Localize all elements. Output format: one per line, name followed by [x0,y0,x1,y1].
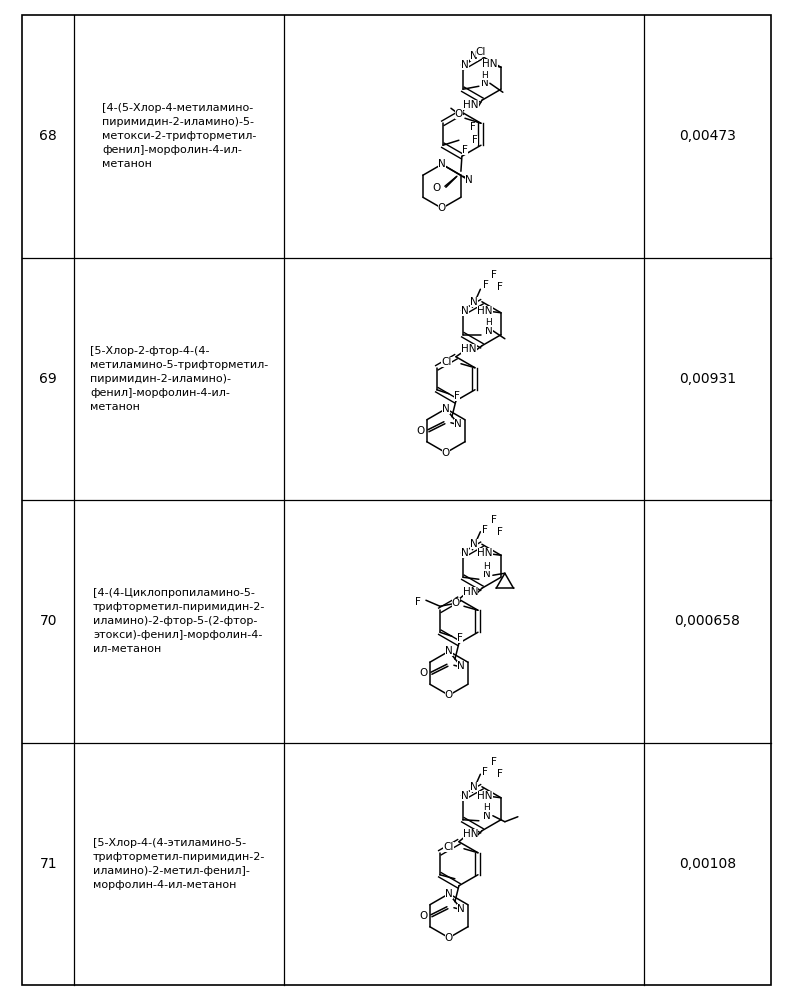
Text: 68: 68 [40,129,57,143]
Text: N: N [470,782,478,792]
Text: N: N [483,811,491,821]
Text: 0,00108: 0,00108 [679,857,736,871]
Text: N: N [457,661,465,671]
Text: O: O [419,911,428,921]
Text: O: O [438,203,446,213]
Text: F: F [454,391,460,401]
Text: O: O [452,598,460,608]
Text: Cl: Cl [442,357,452,367]
Text: N: N [483,569,491,579]
Text: N: N [470,51,478,61]
Text: 0,00473: 0,00473 [679,129,736,143]
Text: HN: HN [482,59,498,69]
Text: F: F [497,769,504,779]
Text: [4-(5-Хлор-4-метиламино-
пиримидин-2-иламино)-5-
метокси-2-трифторметил-
фенил]-: [4-(5-Хлор-4-метиламино- пиримидин-2-ила… [102,103,256,169]
Text: F: F [482,525,488,535]
Text: F: F [472,135,478,145]
Text: 0,000658: 0,000658 [674,614,741,628]
Text: 69: 69 [40,372,57,386]
Text: F: F [497,282,504,292]
Text: O: O [419,668,428,678]
Text: H: H [484,562,490,571]
Text: N: N [442,404,450,414]
Text: F: F [484,280,489,290]
Text: N: N [461,60,469,70]
Text: [5-Хлор-4-(4-этиламино-5-
трифторметил-пиримидин-2-
иламино)-2-метил-фенил]-
мор: [5-Хлор-4-(4-этиламино-5- трифторметил-п… [93,838,266,890]
Text: H: H [485,318,492,327]
Text: O: O [417,426,425,436]
Text: 0,00931: 0,00931 [679,372,736,386]
Text: F: F [497,527,504,537]
Text: N: N [445,646,453,656]
Text: F: F [462,145,468,155]
Text: N: N [445,889,453,899]
Text: O: O [445,690,453,700]
Text: N: N [461,791,469,801]
Text: HN: HN [477,791,492,801]
Text: F: F [482,767,488,777]
Text: O: O [445,933,453,943]
Text: H: H [484,803,490,812]
Text: N: N [454,419,462,429]
Text: O: O [433,183,441,193]
Text: N: N [461,548,469,558]
Text: N: N [485,326,492,336]
Text: HN: HN [477,548,492,558]
Text: N: N [465,175,473,185]
Text: Cl: Cl [443,842,454,852]
Text: N: N [481,78,488,88]
Text: N: N [457,904,465,914]
Text: HN: HN [477,306,492,316]
Text: F: F [492,757,497,767]
Text: N: N [470,297,478,307]
Text: O: O [455,109,463,119]
Text: Cl: Cl [476,47,486,57]
Text: F: F [415,597,421,607]
Text: HN: HN [463,100,479,110]
Text: H: H [481,71,488,80]
Text: 71: 71 [40,857,57,871]
Text: F: F [492,270,497,280]
Text: HN: HN [462,829,478,839]
Text: F: F [457,633,463,643]
Text: [4-(4-Циклопропиламино-5-
трифторметил-пиримидин-2-
иламино)-2-фтор-5-(2-фтор-
э: [4-(4-Циклопропиламино-5- трифторметил-п… [93,588,266,654]
Text: N: N [470,539,478,549]
Text: N: N [438,159,446,169]
Text: HN: HN [462,344,477,354]
Text: F: F [470,122,476,132]
Text: 70: 70 [40,614,57,628]
Text: [5-Хлор-2-фтор-4-(4-
метиламино-5-трифторметил-
пиримидин-2-иламино)-
фенил]-мор: [5-Хлор-2-фтор-4-(4- метиламино-5-трифто… [90,346,268,412]
Text: N: N [461,306,469,316]
Text: O: O [442,448,450,458]
Text: F: F [492,515,497,525]
Text: HN: HN [462,587,478,597]
